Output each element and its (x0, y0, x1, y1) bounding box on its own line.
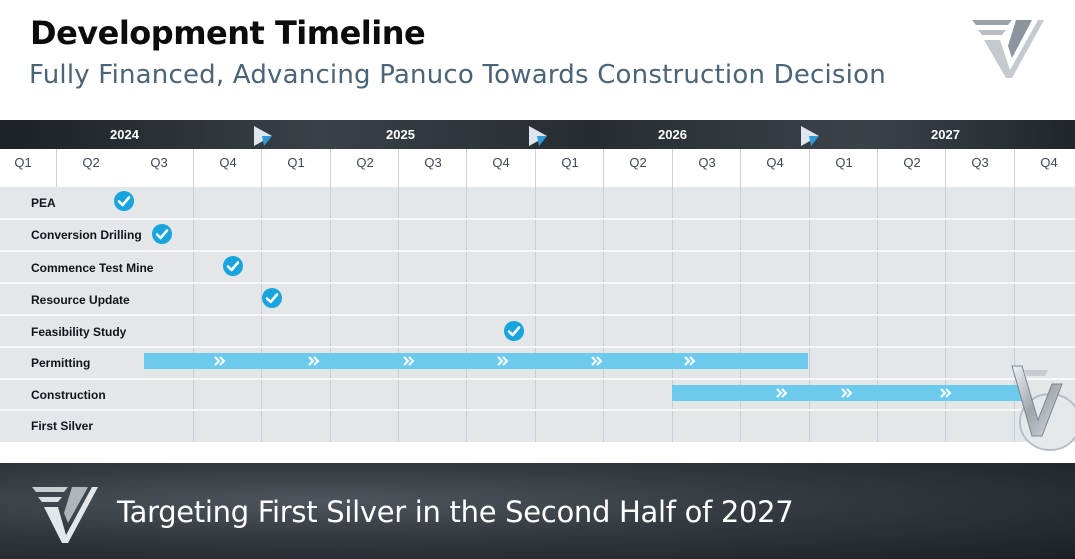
permitting-bar (144, 353, 808, 369)
quarter-label: Q4 (1040, 155, 1058, 170)
page-subtitle: Fully Financed, Advancing Panuco Towards… (29, 60, 886, 90)
timeline-grid: PEA Conversion Drilling Commence Test Mi… (0, 187, 1075, 442)
year-label: 2026 (658, 127, 687, 142)
year-header-band: 2024 2025 2026 2027 (0, 120, 1075, 149)
construction-bar (672, 385, 1022, 401)
quarter-label: Q1 (561, 155, 579, 170)
quarter-label: Q2 (629, 155, 647, 170)
row-label-commence-test-mine: Commence Test Mine (31, 261, 154, 275)
page-title: Development Timeline (30, 14, 426, 52)
row-label-feasibility-study: Feasibility Study (31, 325, 127, 339)
quarter-label: Q2 (82, 155, 100, 170)
triangle-marker-icon (529, 126, 547, 146)
quarter-label: Q4 (219, 155, 237, 170)
footer-message: Targeting First Silver in the Second Hal… (117, 495, 794, 529)
year-label: 2024 (110, 127, 139, 142)
quarter-label: Q3 (150, 155, 168, 170)
checkmark-circle-icon (152, 224, 172, 244)
double-chevron-icon (403, 356, 415, 366)
quarter-label: Q3 (971, 155, 989, 170)
quarter-label: Q2 (356, 155, 374, 170)
row-label-resource-update: Resource Update (31, 293, 130, 307)
triangle-marker-icon (801, 126, 819, 146)
row-label-construction: Construction (31, 388, 106, 402)
quarter-label: Q3 (698, 155, 716, 170)
double-chevron-icon (940, 388, 952, 398)
double-chevron-icon (841, 388, 853, 398)
double-chevron-icon (214, 356, 226, 366)
double-chevron-icon (591, 356, 603, 366)
quarter-label: Q4 (492, 155, 510, 170)
checkmark-circle-icon (114, 191, 134, 211)
row-label-first-silver: First Silver (31, 419, 94, 433)
row-label-pea: PEA (31, 196, 56, 210)
double-chevron-icon (497, 356, 509, 366)
silver-logo-icon (1011, 365, 1075, 451)
double-chevron-icon (308, 356, 320, 366)
footer-banner: Targeting First Silver in the Second Hal… (0, 463, 1075, 559)
row-label-conversion-drilling: Conversion Drilling (31, 228, 142, 242)
quarter-label: Q3 (424, 155, 442, 170)
quarter-label: Q2 (903, 155, 921, 170)
year-label: 2025 (386, 127, 415, 142)
triangle-marker-icon (254, 126, 272, 146)
checkmark-circle-icon (504, 321, 524, 341)
row-label-permitting: Permitting (31, 356, 91, 370)
quarter-label: Q1 (14, 155, 32, 170)
year-label: 2027 (931, 127, 960, 142)
quarter-label: Q1 (835, 155, 853, 170)
company-logo-icon (972, 20, 1044, 78)
quarter-header-row: Q1 Q2 Q3 Q4 Q1 Q2 Q3 Q4 Q1 Q2 Q3 Q4 Q1 Q… (0, 149, 1075, 187)
double-chevron-icon (776, 388, 788, 398)
company-logo-icon (32, 487, 98, 543)
quarter-label: Q4 (766, 155, 784, 170)
double-chevron-icon (684, 356, 696, 366)
checkmark-circle-icon (223, 256, 243, 276)
checkmark-circle-icon (262, 288, 282, 308)
quarter-label: Q1 (287, 155, 305, 170)
